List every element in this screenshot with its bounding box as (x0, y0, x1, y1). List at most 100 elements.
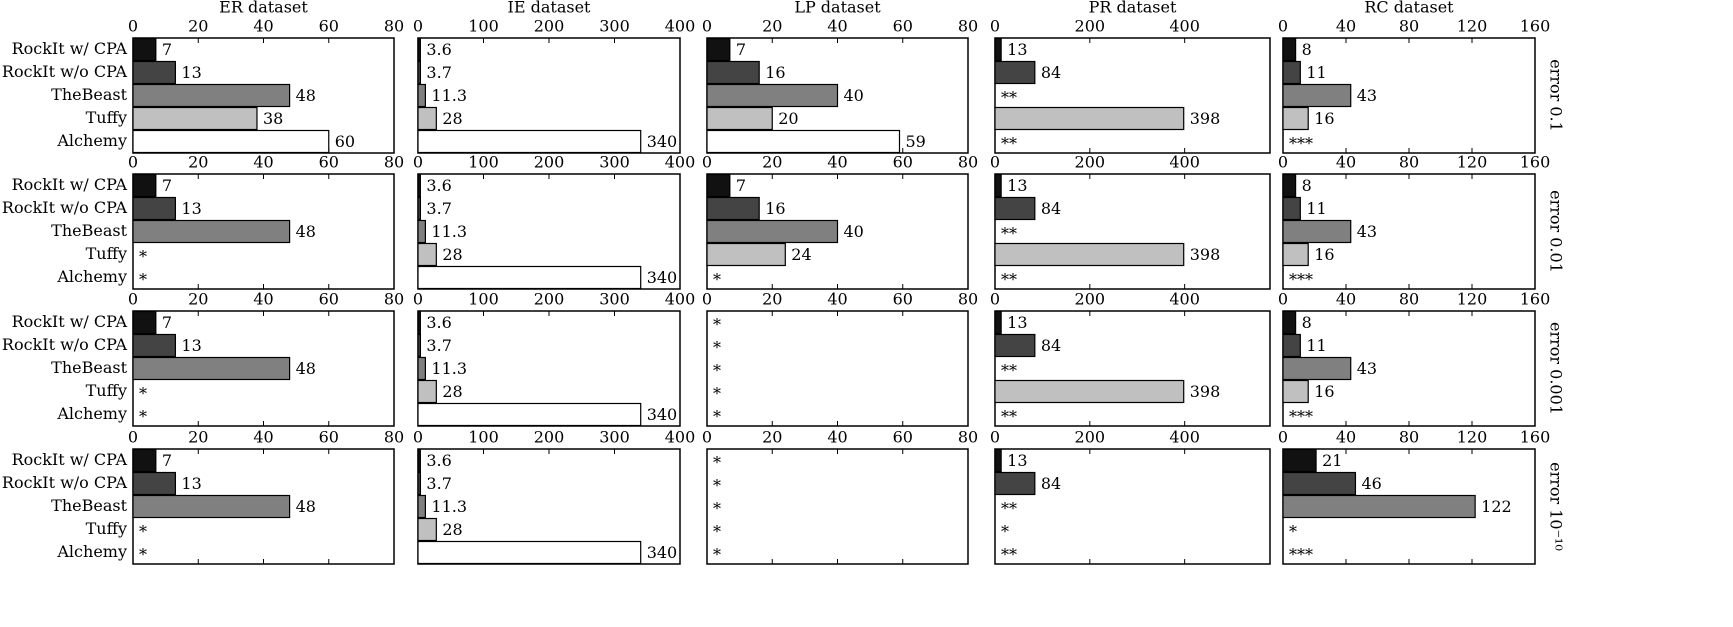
bar (1282, 106, 1309, 131)
panel-title: LP dataset (794, 0, 881, 17)
panel-frame (994, 310, 1271, 427)
value-label: 16 (1314, 109, 1334, 128)
value-label: 7 (162, 176, 172, 195)
x-tick-label: 400 (665, 290, 696, 309)
x-tick-label: 200 (534, 17, 565, 36)
x-tick-label: 20 (188, 428, 208, 447)
category-label: Alchemy (56, 542, 127, 561)
x-tick-label: 80 (384, 153, 404, 172)
x-tick-label: 160 (1520, 428, 1551, 447)
value-label: 8 (1302, 176, 1312, 195)
x-tick-label: 0 (413, 290, 423, 309)
bar (1282, 356, 1352, 381)
panel-title: IE dataset (508, 0, 592, 17)
value-label: 3.6 (426, 313, 451, 332)
x-tick-label: 0 (413, 153, 423, 172)
value-label: ** (1001, 545, 1017, 564)
value-label: * (713, 384, 721, 403)
category-label: Tuffy (86, 519, 127, 538)
value-label: 3.7 (426, 474, 451, 493)
category-label: RockIt w/o CPA (2, 198, 128, 217)
value-label: 16 (1314, 245, 1334, 264)
x-tick-label: 80 (384, 428, 404, 447)
x-tick-label: 40 (1336, 17, 1356, 36)
value-label: ** (1001, 499, 1017, 518)
value-label: 84 (1041, 474, 1061, 493)
bar (417, 379, 437, 404)
bar (994, 60, 1036, 85)
bar (132, 83, 291, 108)
bar (132, 219, 291, 244)
value-label: * (139, 384, 147, 403)
bar (417, 265, 642, 290)
x-tick-label: 60 (893, 428, 913, 447)
bar (994, 471, 1036, 496)
value-label: 84 (1041, 63, 1061, 82)
panel-title: RC dataset (1364, 0, 1454, 17)
x-tick-label: 0 (413, 17, 423, 36)
x-tick-label: 100 (468, 153, 499, 172)
value-label: 3.7 (426, 199, 451, 218)
bar (994, 242, 1185, 267)
panel-title: ER dataset (219, 0, 308, 17)
value-label: 340 (647, 405, 678, 424)
bar (994, 310, 1002, 335)
category-label: RockIt w/o CPA (2, 62, 128, 81)
x-tick-label: 20 (188, 290, 208, 309)
panel-frame (994, 448, 1271, 565)
x-tick-label: 80 (1399, 290, 1419, 309)
value-label: 16 (765, 63, 785, 82)
bar (132, 129, 330, 154)
x-tick-label: 40 (253, 17, 273, 36)
x-tick-label: 200 (1075, 153, 1106, 172)
bar (706, 37, 731, 62)
value-label: ** (1001, 134, 1017, 153)
x-tick-label: 80 (958, 428, 978, 447)
x-tick-label: 160 (1520, 17, 1551, 36)
value-label: 340 (647, 268, 678, 287)
x-tick-label: 100 (468, 428, 499, 447)
x-tick-label: 0 (128, 17, 138, 36)
x-tick-label: 60 (319, 428, 339, 447)
bar (417, 471, 422, 496)
value-label: 24 (791, 245, 811, 264)
x-tick-label: 80 (1399, 428, 1419, 447)
bar (417, 517, 437, 542)
value-label: 43 (1357, 222, 1377, 241)
x-tick-label: 60 (893, 290, 913, 309)
x-tick-label: 40 (827, 290, 847, 309)
bar (994, 173, 1002, 198)
bar (1282, 37, 1297, 62)
x-tick-label: 60 (319, 153, 339, 172)
category-label: TheBeast (51, 358, 127, 377)
bar (994, 196, 1036, 221)
x-tick-label: 40 (1336, 290, 1356, 309)
x-tick-label: 400 (1169, 17, 1200, 36)
x-tick-label: 300 (599, 17, 630, 36)
bar (1282, 196, 1301, 221)
x-tick-label: 400 (1169, 290, 1200, 309)
x-tick-label: 60 (893, 153, 913, 172)
x-tick-label: 300 (599, 153, 630, 172)
value-label: 7 (736, 40, 746, 59)
x-tick-label: 0 (128, 428, 138, 447)
category-label: Alchemy (56, 404, 127, 423)
bar (1282, 379, 1309, 404)
value-label: 7 (736, 176, 746, 195)
x-tick-label: 400 (665, 153, 696, 172)
value-label: 7 (162, 40, 172, 59)
value-label: * (713, 338, 721, 357)
value-label: * (713, 476, 721, 495)
value-label: 13 (181, 474, 201, 493)
panel-frame (994, 173, 1271, 290)
x-tick-label: 40 (253, 153, 273, 172)
x-tick-label: 80 (958, 153, 978, 172)
bar (1282, 494, 1476, 519)
value-label: 59 (905, 132, 925, 151)
x-tick-label: 80 (958, 290, 978, 309)
value-label: 7 (162, 313, 172, 332)
category-label: Tuffy (86, 381, 127, 400)
x-tick-label: 20 (762, 290, 782, 309)
x-tick-label: 80 (384, 290, 404, 309)
